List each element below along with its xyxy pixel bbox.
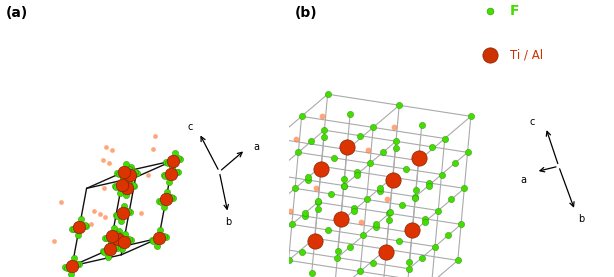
Text: b: b (225, 217, 231, 227)
Text: a: a (520, 175, 526, 185)
Text: Ti / Al: Ti / Al (510, 49, 543, 62)
Text: c: c (188, 122, 193, 132)
Text: b: b (578, 214, 585, 224)
Text: (b): (b) (295, 6, 317, 20)
Text: c: c (530, 117, 535, 127)
Text: (a): (a) (6, 6, 28, 20)
Text: a: a (254, 142, 260, 152)
Text: F: F (510, 4, 519, 18)
